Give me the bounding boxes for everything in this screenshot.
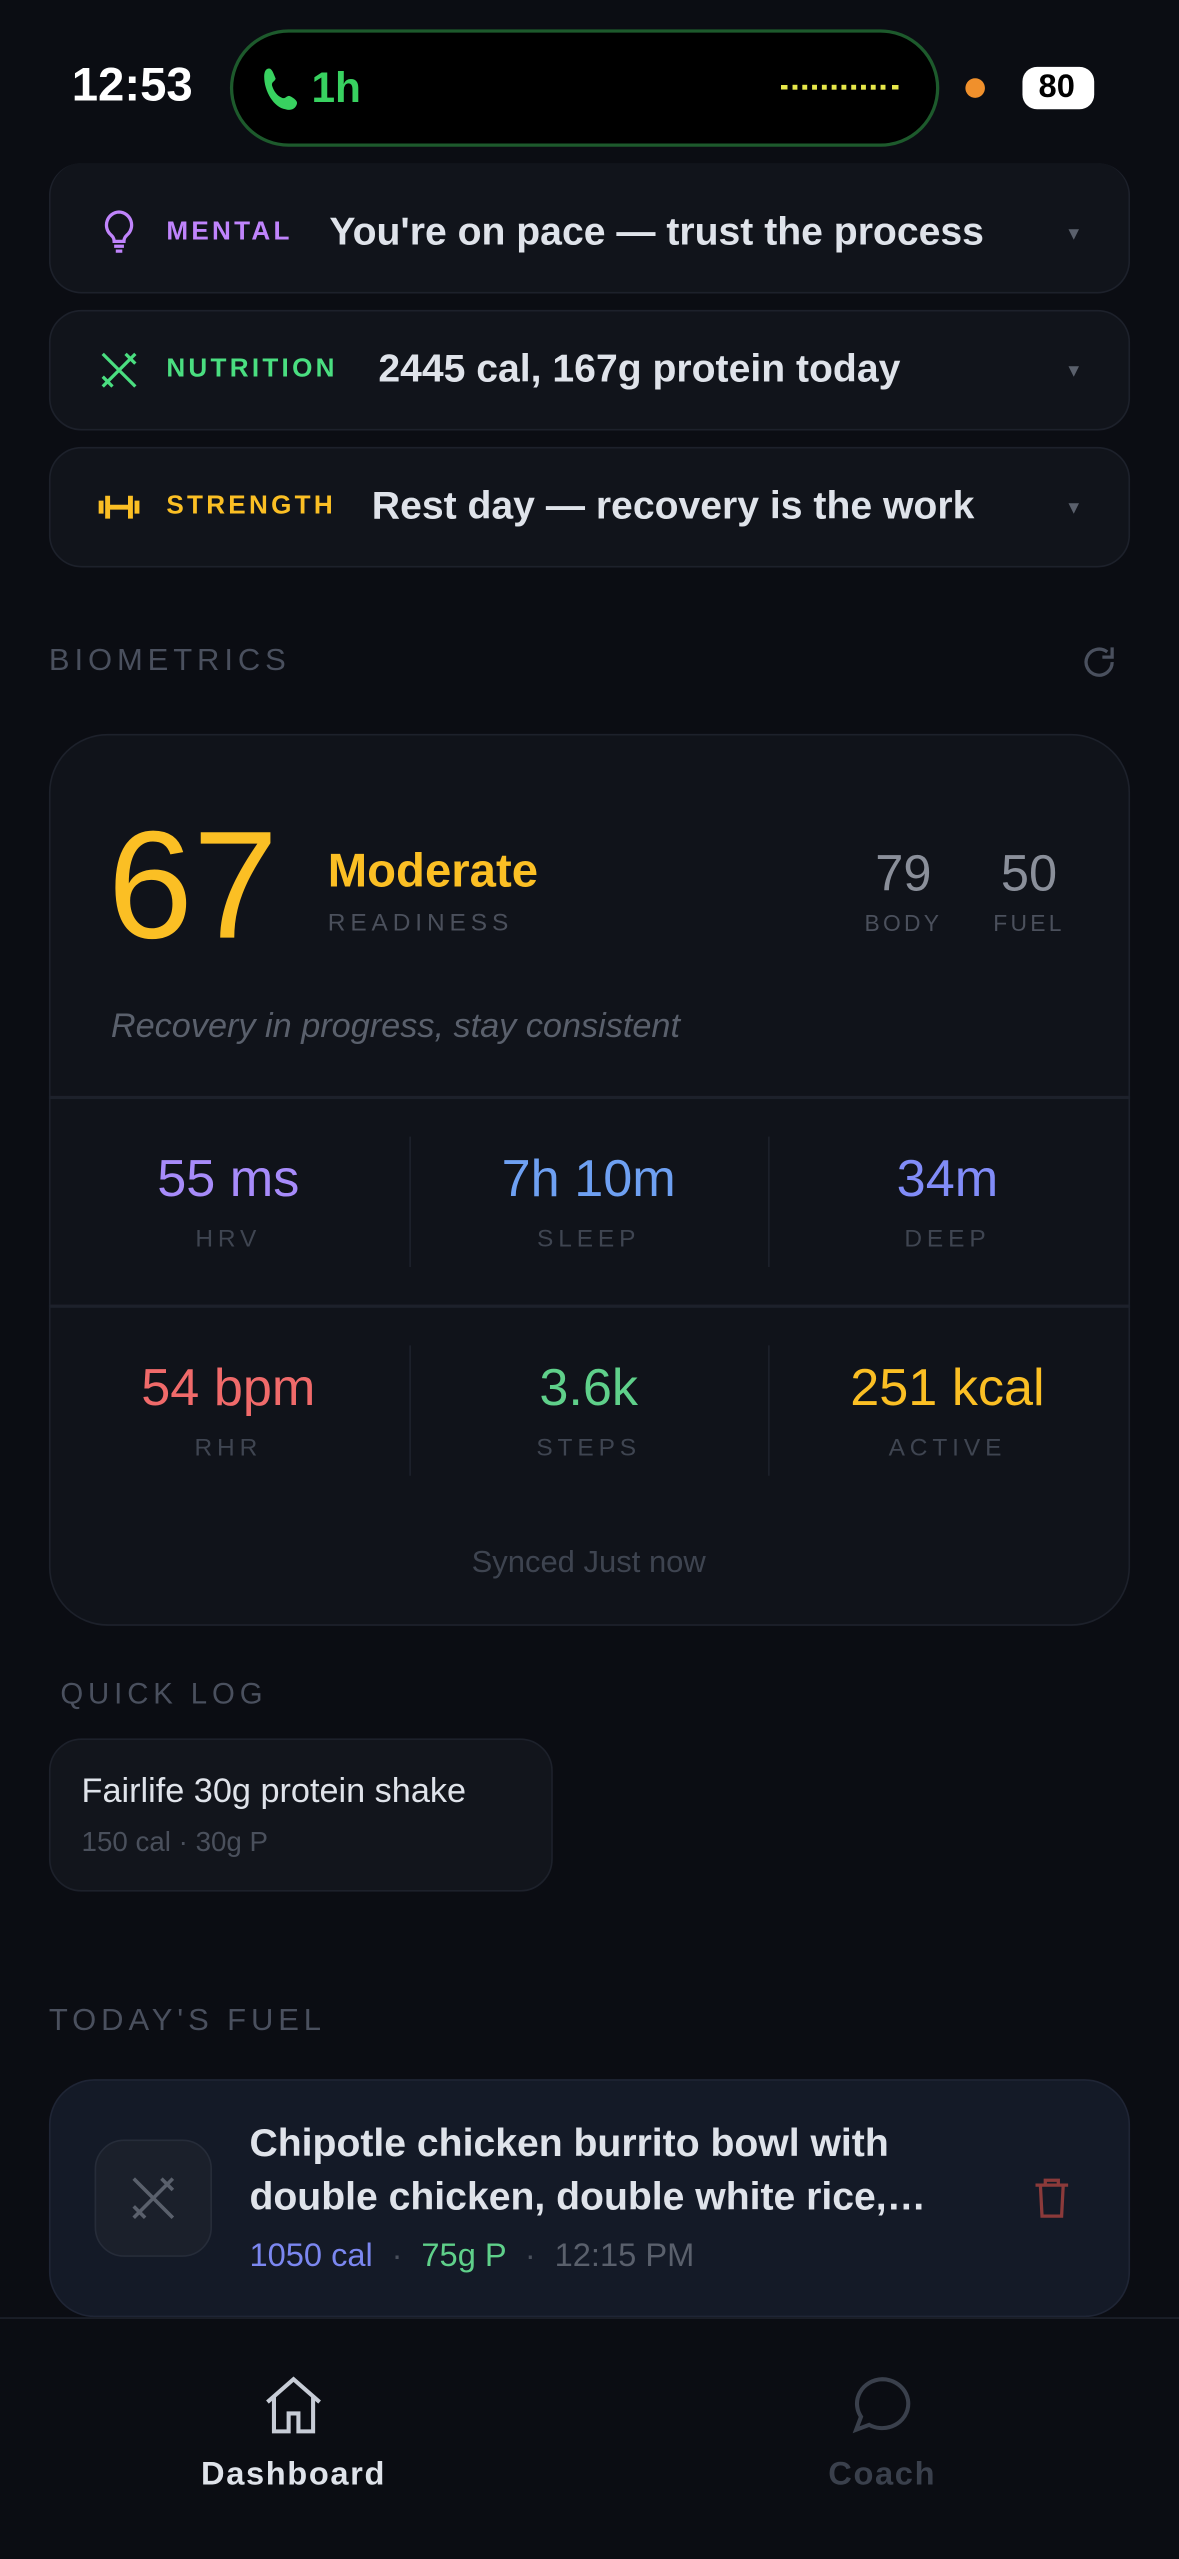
insight-tag: NUTRITION — [166, 355, 338, 384]
fuel-item — [48, 2079, 1131, 2318]
battery — [1022, 66, 1095, 110]
divider — [48, 1304, 1131, 1308]
metric-label: SLEEP — [537, 1225, 641, 1254]
protein: 75g P — [421, 2238, 507, 2275]
insight-text: 2445 cal, 167g protein today — [378, 347, 901, 392]
metric-label: STEPS — [536, 1434, 642, 1462]
tab-bar — [0, 2317, 1179, 2559]
insight-text: Rest day — recovery is the work — [371, 484, 975, 529]
tab-dashboard[interactable]: Dashboard — [201, 2456, 387, 2493]
section-title: QUICK LOG — [60, 1677, 268, 1710]
utensils-icon — [132, 2177, 175, 2220]
metric-value: 7h 10m — [501, 1148, 676, 1208]
divider — [768, 1345, 770, 1476]
metric-value: 34m — [896, 1148, 999, 1208]
metric-value: 54 bpm — [141, 1357, 316, 1417]
fuel-item-name: Chipotle chicken burrito bowl with doubl… — [249, 2121, 889, 2220]
calories: 1050 cal — [249, 2238, 373, 2275]
readiness-message: Recovery in progress, stay consistent — [110, 1007, 680, 1046]
time: 12:15 PM — [554, 2238, 695, 2275]
insight-tag: STRENGTH — [166, 492, 336, 521]
metric-value: 3.6k — [539, 1357, 639, 1417]
bulb-icon — [104, 210, 134, 253]
home-icon — [266, 2376, 321, 2434]
section-title: TODAY'S FUEL — [48, 2004, 326, 2039]
insight-card[interactable] — [48, 309, 1131, 431]
chevron: ▼ — [1064, 498, 1083, 519]
quick-log-name: Fairlife 30g protein shake — [81, 1772, 467, 1811]
insight-tag: MENTAL — [166, 218, 293, 247]
audio-dots — [781, 84, 899, 95]
sync-status: Synced Just now — [471, 1545, 706, 1581]
readiness-level: Moderate — [327, 845, 539, 898]
chat-icon — [852, 2377, 911, 2434]
separator: · — [391, 2238, 403, 2275]
chevron: ▼ — [1064, 362, 1083, 382]
insight-card[interactable] — [48, 163, 1131, 294]
insight-text: You're on pace — trust the process — [329, 210, 984, 255]
quick-log-detail: 150 cal · 30g P — [81, 1826, 269, 1858]
refresh-button[interactable] — [1080, 642, 1119, 681]
readiness-label: READINESS — [327, 909, 514, 937]
sub-score: 50 — [1000, 844, 1058, 902]
clock: 12:53 — [71, 59, 193, 112]
utensils-icon — [101, 352, 137, 388]
chevron: ▼ — [1064, 225, 1083, 245]
separator: · — [524, 2238, 536, 2275]
biometrics-card — [48, 733, 1131, 1626]
privacy-dot — [965, 78, 985, 98]
phone-icon — [264, 68, 298, 110]
divider — [768, 1136, 770, 1268]
dumbbell-icon — [98, 495, 140, 519]
metric-label: RHR — [194, 1434, 263, 1462]
metric-value: 55 ms — [157, 1148, 300, 1208]
tab-coach[interactable]: Coach — [828, 2456, 937, 2493]
insight-card[interactable] — [48, 446, 1131, 568]
call-duration: 1h — [311, 62, 361, 112]
metric-label: HRV — [195, 1225, 262, 1254]
section-title: BIOMETRICS — [48, 644, 291, 679]
sub-score-label: BODY — [864, 909, 943, 937]
metric-label: DEEP — [904, 1225, 991, 1254]
divider — [409, 1136, 411, 1268]
metric-value: 251 kcal — [850, 1357, 1045, 1417]
delete-button[interactable] — [1032, 2177, 1071, 2219]
sub-score-label: FUEL — [993, 909, 1065, 937]
metric-label: ACTIVE — [888, 1434, 1007, 1462]
readiness-score: 67 — [107, 799, 279, 971]
divider — [409, 1345, 411, 1476]
sub-score: 79 — [875, 844, 932, 902]
divider — [48, 1095, 1131, 1099]
quick-log-item[interactable] — [48, 1738, 553, 1892]
battery-level: 80 — [1038, 69, 1075, 106]
fuel-item-meta: 1050 cal · 75g P · 12:15 PM — [249, 2238, 694, 2276]
